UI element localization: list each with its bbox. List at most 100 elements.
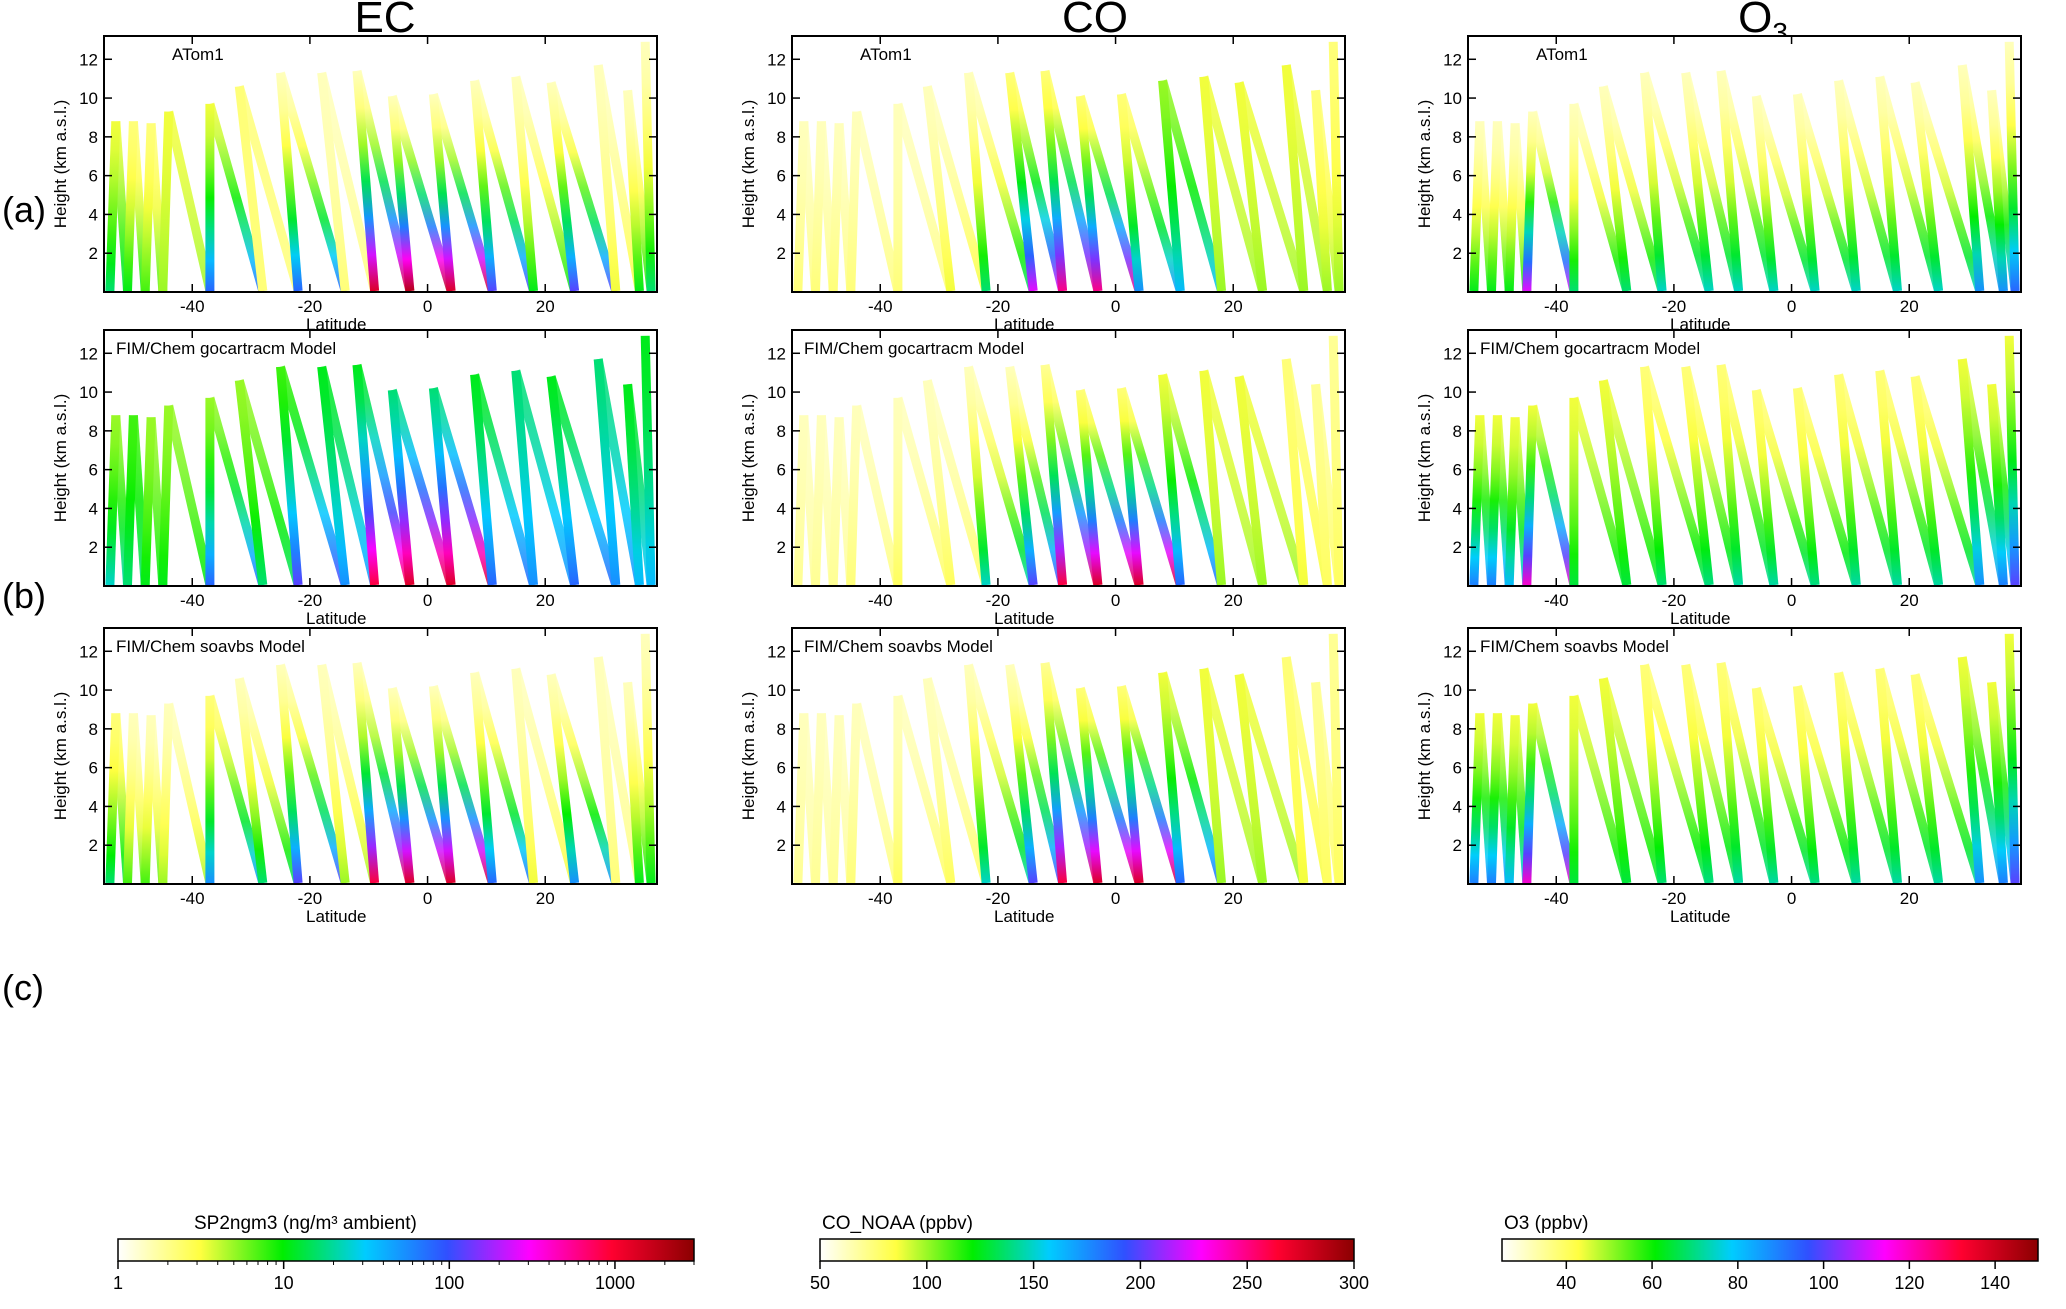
profile-descent <box>1075 388 1144 587</box>
plot-frame <box>791 329 1346 587</box>
profile-line <box>1875 668 1902 884</box>
y-tick-label: 4 <box>777 205 786 224</box>
plot-frame <box>1467 627 2022 885</box>
panel-annotation: FIM/Chem gocartracm Model <box>804 339 1024 358</box>
y-tick-label: 6 <box>777 167 786 186</box>
plot-frame <box>791 35 1346 293</box>
profile-descent <box>1957 656 2008 884</box>
profile-line <box>1716 662 1744 884</box>
y-tick-label: 4 <box>89 499 98 518</box>
profile-line <box>1005 664 1038 884</box>
colorbar-gradient <box>117 1238 695 1262</box>
profile-descent <box>1234 375 1309 587</box>
profile-descent <box>1528 702 1579 885</box>
profile-line <box>1910 673 1944 884</box>
profile-line <box>2004 335 2020 586</box>
profile-line <box>158 703 174 884</box>
profile-descent <box>1716 661 1779 885</box>
profile-descent <box>1569 102 1632 293</box>
y-tick-label: 4 <box>1453 499 1462 518</box>
profile-descent <box>1199 369 1267 587</box>
profile-line <box>846 703 862 884</box>
colorbar-tick-label: 80 <box>1728 1273 1748 1293</box>
profile-line <box>1910 81 1944 292</box>
profile-descent <box>1834 373 1902 587</box>
colorbar-label: CO_NOAA (ppbv) <box>822 1213 973 1234</box>
profile-descent <box>1199 667 1267 885</box>
profile-line <box>1792 685 1820 884</box>
profile-descent <box>1234 81 1309 293</box>
profile-line <box>1005 72 1038 292</box>
profile-line <box>511 76 538 292</box>
profile-line <box>1075 687 1103 884</box>
y-tick-label: 2 <box>777 836 786 855</box>
profile-line <box>1116 93 1144 292</box>
profile-line <box>511 668 538 884</box>
profile-descent <box>1834 671 1902 885</box>
profile-descent <box>893 102 956 293</box>
profile-descent <box>1751 388 1820 587</box>
profile-line <box>428 93 456 292</box>
profile-descent <box>352 69 415 293</box>
profile-line <box>1751 389 1779 586</box>
profile-line <box>234 379 268 586</box>
profile-descent <box>1910 673 1985 885</box>
x-tick-label: 0 <box>423 889 432 908</box>
colorbar-tick-label: 40 <box>1556 1273 1576 1293</box>
profile-line <box>922 677 956 884</box>
profile-descent <box>317 71 379 293</box>
x-tick-label: 0 <box>1111 889 1120 908</box>
panel-annotation: ATom1 <box>172 45 224 64</box>
y-tick-label: 12 <box>1443 344 1462 363</box>
x-tick-label: -20 <box>298 889 323 908</box>
profile-line <box>387 95 415 292</box>
profile-descent <box>1681 663 1743 885</box>
profile-descent <box>1528 404 1579 587</box>
profile-descent <box>1234 673 1309 885</box>
y-axis-label: Height (km a.s.l.) <box>51 100 70 228</box>
x-tick-label: -20 <box>986 591 1011 610</box>
profile-line <box>640 41 656 292</box>
y-tick-label: 10 <box>767 383 786 402</box>
row-label-a: (a) <box>2 189 46 230</box>
profile-line <box>352 70 380 292</box>
profile-line <box>1522 703 1538 884</box>
profile-line <box>1834 80 1861 292</box>
y-tick-label: 4 <box>89 205 98 224</box>
profile-line <box>546 81 580 292</box>
profile-line <box>1792 93 1820 292</box>
profile-descent <box>1158 373 1226 587</box>
profile-descent <box>1005 365 1067 587</box>
profile-descent <box>164 110 215 293</box>
profile-descent <box>1751 686 1820 885</box>
y-tick-label: 6 <box>777 461 786 480</box>
x-tick-label: 20 <box>1224 591 1243 610</box>
profile-descent <box>964 663 1038 885</box>
profile-line <box>1328 41 1344 292</box>
x-axis-label: Latitude <box>994 907 1055 926</box>
profile-descent <box>1834 79 1902 293</box>
y-axis-label: Height (km a.s.l.) <box>739 692 758 820</box>
x-axis-label: Latitude <box>994 609 1055 628</box>
profile-line <box>546 673 580 884</box>
x-tick-label: -20 <box>1662 889 1687 908</box>
x-tick-label: 20 <box>1900 297 1919 316</box>
profile-line <box>1116 387 1144 586</box>
profile-line <box>1875 76 1902 292</box>
x-tick-label: 0 <box>423 297 432 316</box>
panel-r2-c2: 2 4 6 8 10 12 -40 -20 0 20 Latitude Height (km a.s.… <box>1415 627 2022 926</box>
colorbar-tick-label: 100 <box>1809 1273 1839 1293</box>
y-tick-label: 2 <box>89 836 98 855</box>
profile-descent <box>922 85 991 293</box>
x-tick-label: -40 <box>180 591 205 610</box>
profile-line <box>1199 370 1226 586</box>
colorbar-label: O3 (ppbv) <box>1504 1213 1588 1234</box>
profile-line <box>640 633 656 884</box>
profile-descent <box>1040 363 1103 587</box>
y-tick-label: 8 <box>777 422 786 441</box>
profile-line <box>1158 80 1185 292</box>
profile-descent <box>1957 358 2008 586</box>
y-tick-label: 8 <box>1453 128 1462 147</box>
